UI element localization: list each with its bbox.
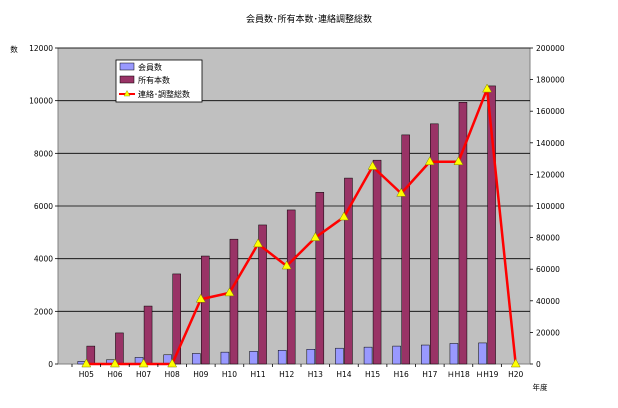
y2-tick-label: 200000 <box>536 44 565 53</box>
bar-members <box>478 342 487 365</box>
x-tick-label: H15 <box>365 370 380 379</box>
contacts-marker <box>339 211 349 221</box>
x-tick-label: H14 <box>336 370 351 379</box>
bar-books <box>401 134 410 365</box>
x-tick-label: H05 <box>79 370 94 379</box>
y2-tick-label: 160000 <box>536 107 565 116</box>
legend-label-books: 所有本数 <box>138 75 170 85</box>
contacts-marker <box>281 260 292 270</box>
bar-members <box>249 351 258 365</box>
contacts-marker <box>138 358 149 368</box>
contacts-marker <box>367 160 378 170</box>
x-tick-label: H17 <box>422 370 437 379</box>
bar-members <box>449 343 459 365</box>
bar-members <box>421 344 430 365</box>
bar-members <box>192 353 201 365</box>
bar-books <box>143 305 153 365</box>
contacts-marker <box>396 187 407 197</box>
y2-axis-ticks: 0 20000 40000 60000 80000 100000 120000 140000 1… <box>530 44 565 369</box>
legend-label-members: 会員数 <box>138 62 162 72</box>
bar-books <box>344 177 353 365</box>
bar-books <box>86 345 96 365</box>
contacts-marker <box>195 293 206 303</box>
legend-label-contacts: 連絡･調整総数 <box>138 89 190 99</box>
x-axis-ticks: H05 H06 H07 H08 H09 H10 H11 H12 H13 H14 H15 H16 H17 Ｈ… <box>71 364 524 379</box>
y2-tick-label: 180000 <box>536 76 565 85</box>
y-tick-label: 0 <box>48 360 53 369</box>
y-tick-label: 4000 <box>34 255 53 264</box>
bar-books <box>201 255 210 365</box>
bar-books <box>229 238 239 365</box>
y2-tick-label: 100000 <box>536 202 565 211</box>
bar-books <box>430 123 439 365</box>
x-tick-label: H13 <box>308 370 323 379</box>
contacts-marker <box>81 358 92 368</box>
y-axis-label: 数 <box>10 44 18 54</box>
bar-books <box>286 209 296 365</box>
legend-marker <box>123 90 131 97</box>
y2-tick-label: 80000 <box>536 234 560 243</box>
bar-members <box>363 346 373 365</box>
x-tick-label: H11 <box>250 370 265 379</box>
x-tick-label: ＨH19 <box>476 370 499 379</box>
x-tick-label: H09 <box>193 370 208 379</box>
bar-members <box>220 351 230 365</box>
chart-title: 会員数･所有本数･連絡調整総数 <box>246 13 372 25</box>
contacts-marker <box>224 287 235 297</box>
contacts-marker <box>453 156 464 166</box>
bar-books <box>172 273 181 365</box>
y2-tick-label: 60000 <box>536 265 560 274</box>
x-axis-label: 年度 <box>533 382 548 392</box>
y-axis-ticks: 0 2000 4000 6000 8000 10000 12000 <box>29 44 58 369</box>
y-tick-label: 10000 <box>29 97 53 106</box>
bar-members <box>335 347 344 365</box>
y2-tick-label: 120000 <box>536 170 565 179</box>
y2-tick-label: 140000 <box>536 139 565 148</box>
bar-books <box>458 101 468 365</box>
bar-books <box>487 85 496 365</box>
y-tick-label: 12000 <box>29 44 53 53</box>
x-tick-label: H16 <box>394 370 409 379</box>
legend-swatch-members <box>119 62 135 71</box>
contacts-marker <box>310 232 321 241</box>
y-tick-label: 8000 <box>34 149 53 158</box>
bar-members <box>392 345 401 365</box>
y2-tick-label: 20000 <box>536 328 560 337</box>
legend-swatch-books <box>119 75 135 84</box>
x-tick-label: H08 <box>165 370 180 379</box>
x-tick-label: H10 <box>222 370 237 379</box>
contacts-marker <box>482 83 492 93</box>
y2-tick-label: 40000 <box>536 297 560 306</box>
bar-books <box>258 224 267 365</box>
bar-books <box>115 332 124 365</box>
legend: 会員数 所有本数 連絡･調整総数 <box>115 59 203 103</box>
x-tick-label: H20 <box>508 370 523 379</box>
contacts-marker <box>510 358 521 368</box>
x-tick-label: H07 <box>136 370 151 379</box>
y-tick-label: 2000 <box>34 307 53 316</box>
x-tick-label: H12 <box>279 370 294 379</box>
bar-books <box>315 192 325 365</box>
bar-members <box>306 349 316 365</box>
contacts-marker <box>167 358 178 368</box>
bar-books <box>372 159 382 365</box>
contacts-marker <box>110 358 120 368</box>
bar-members <box>277 350 287 365</box>
bars <box>77 85 496 365</box>
y-tick-label: 6000 <box>34 202 53 211</box>
x-tick-label: H06 <box>107 370 122 379</box>
contacts-marker <box>253 238 263 248</box>
x-tick-label: ＨH18 <box>447 370 470 379</box>
y2-tick-label: 0 <box>536 360 541 369</box>
contacts-marker <box>424 156 435 166</box>
